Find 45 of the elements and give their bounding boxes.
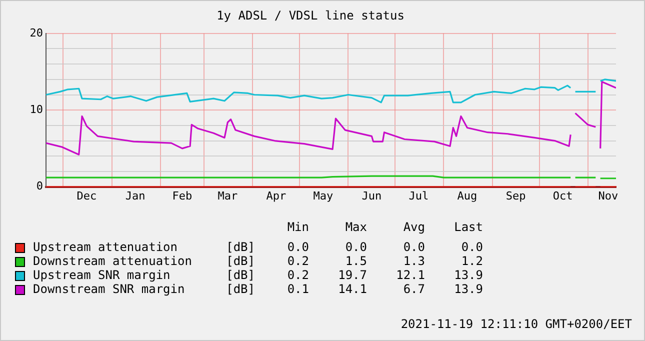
y-tick-label: 20 — [30, 26, 43, 40]
text: 0.1 — [286, 282, 309, 296]
x-tick-label: Sep — [506, 189, 526, 202]
text: 14.1 — [337, 282, 367, 296]
x-tick-label: Apr — [266, 189, 286, 202]
text: [dB] — [225, 268, 255, 282]
legend-label: Upstream attenuation — [32, 240, 178, 254]
x-tick-label: Aug — [457, 189, 478, 202]
text: 6.7 — [402, 282, 425, 296]
x-tick-label: Nov — [598, 189, 618, 202]
text: 0.2 — [286, 254, 309, 268]
chart-title: 1y ADSL / VDSL line status — [216, 8, 404, 22]
x-tick-label: Jul — [408, 189, 429, 202]
text: [dB] — [225, 240, 255, 254]
text: 0.0 — [460, 240, 483, 254]
text: [dB] — [225, 282, 255, 296]
text: 0.2 — [286, 268, 309, 282]
text: 13.9 — [453, 268, 483, 282]
text: 12.1 — [395, 268, 425, 282]
legend-label: Upstream SNR margin — [32, 268, 172, 282]
legend-label: Downstream attenuation — [32, 254, 193, 268]
x-tick-label: Feb — [172, 189, 192, 202]
x-tick-label: Jan — [125, 189, 146, 202]
text: 19.7 — [337, 268, 367, 282]
text: 2021-11-19 12:11:10 GMT+0200/EET — [400, 317, 632, 331]
legend-label: Downstream SNR margin — [32, 282, 186, 296]
text: 1.2 — [460, 254, 483, 268]
text: Max — [344, 220, 367, 236]
y-tick-label: 0 — [36, 180, 43, 193]
text: Min — [286, 220, 309, 236]
x-tick-label: Jun — [362, 189, 382, 202]
text: 1.3 — [402, 254, 425, 268]
text: 0.0 — [286, 240, 309, 254]
text: [dB] — [225, 254, 255, 268]
x-tick-label: Oct — [552, 189, 573, 202]
x-tick-label: Mar — [218, 189, 238, 202]
x-tick-label: Dec — [76, 189, 97, 202]
text: 0.0 — [402, 240, 425, 254]
text: 1.5 — [344, 254, 367, 268]
y-tick-label: 10 — [30, 102, 43, 116]
text: 0.0 — [344, 240, 367, 254]
text: Avg — [402, 220, 425, 236]
x-tick-label: May — [313, 189, 334, 202]
text: Last — [453, 220, 483, 236]
text: 13.9 — [453, 282, 483, 296]
